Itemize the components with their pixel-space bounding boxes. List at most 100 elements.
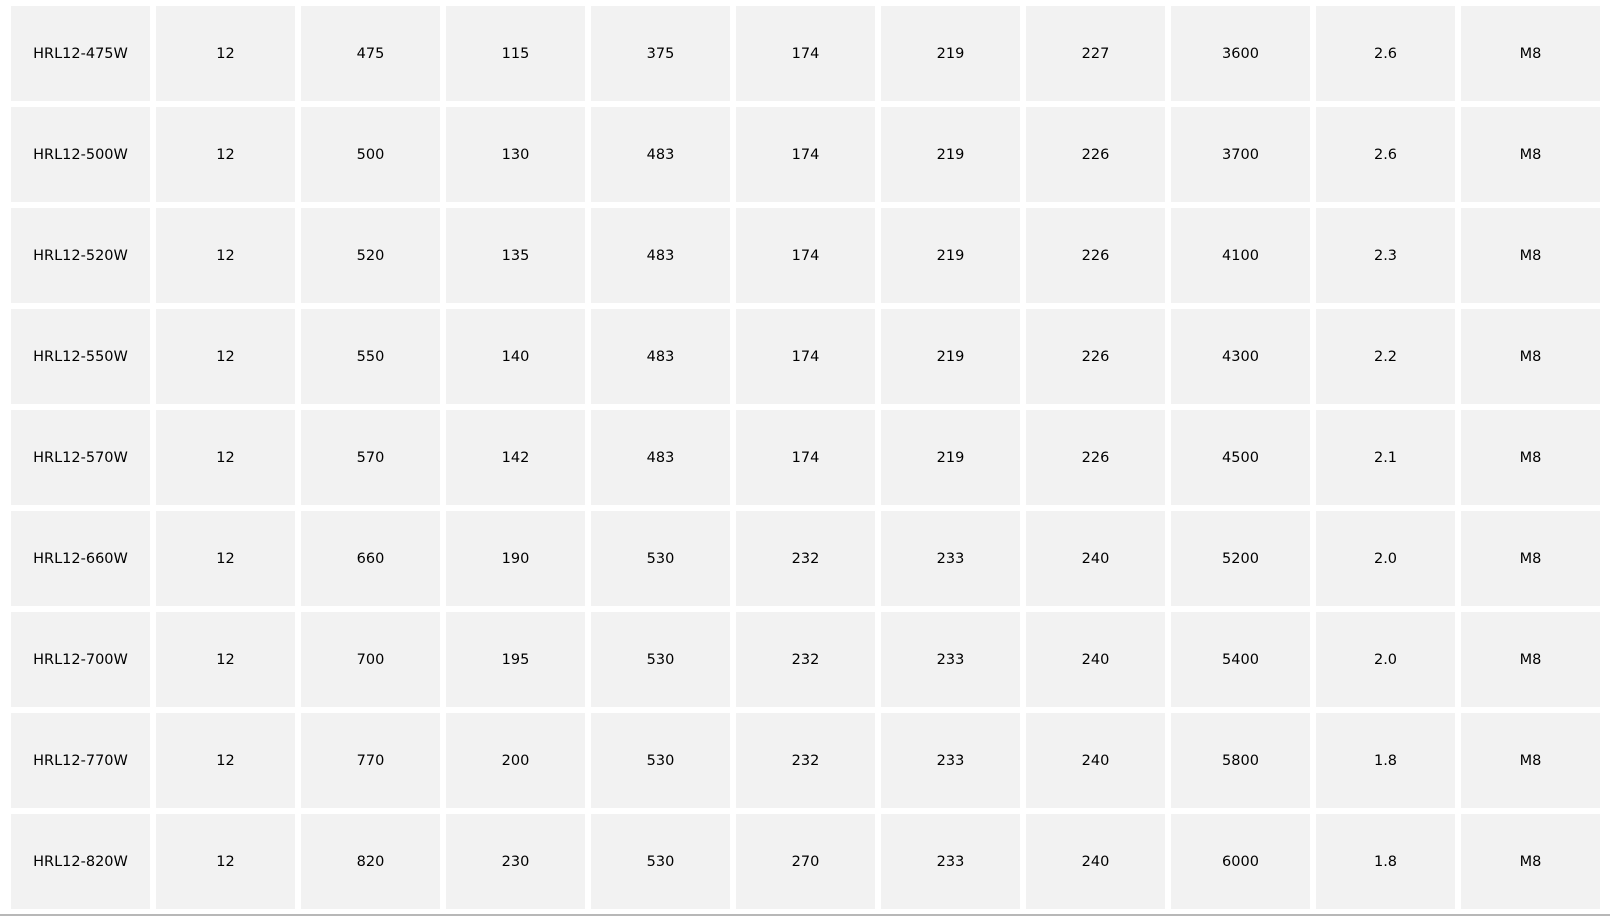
- table-row: HRL12-520W 12 520 135 483 174 219 226 4100 2.3 M8: [11, 208, 1600, 303]
- battery-spec-table: HRL12-475W 12 475 115 375 174 219 227 3600 2.6 M8 H…: [5, 0, 1606, 915]
- table-row: HRL12-660W 12 660 190 530 232 233 240 5200 2.0 M8: [11, 511, 1600, 606]
- table-row: HRL12-770W 12 770 200 530 232 233 240 5800 1.8 M8: [11, 713, 1600, 808]
- table-cell: M8: [1461, 511, 1600, 606]
- table-cell: 219: [881, 309, 1020, 404]
- table-cell: 12: [156, 511, 295, 606]
- table-cell: 233: [881, 814, 1020, 909]
- table-row: HRL12-570W 12 570 142 483 174 219 226 4500 2.1 M8: [11, 410, 1600, 505]
- table-cell: 530: [591, 814, 730, 909]
- table-cell: 6000: [1171, 814, 1310, 909]
- table-cell: 1.8: [1316, 713, 1455, 808]
- table-cell: 660: [301, 511, 440, 606]
- table-cell: 232: [736, 511, 875, 606]
- table-cell: 570: [301, 410, 440, 505]
- model-cell: HRL12-475W: [11, 6, 150, 101]
- table-cell: 232: [736, 612, 875, 707]
- table-row: HRL12-500W 12 500 130 483 174 219 226 3700 2.6 M8: [11, 107, 1600, 202]
- table-cell: M8: [1461, 814, 1600, 909]
- table-cell: 5800: [1171, 713, 1310, 808]
- table-cell: 12: [156, 107, 295, 202]
- table-cell: 12: [156, 309, 295, 404]
- table-cell: 12: [156, 410, 295, 505]
- table-cell: 219: [881, 410, 1020, 505]
- table-cell: 2.6: [1316, 6, 1455, 101]
- table-cell: 483: [591, 107, 730, 202]
- table-cell: M8: [1461, 612, 1600, 707]
- table-row: HRL12-820W 12 820 230 530 270 233 240 6000 1.8 M8: [11, 814, 1600, 909]
- table-cell: 4500: [1171, 410, 1310, 505]
- table-cell: 226: [1026, 208, 1165, 303]
- table-cell: 233: [881, 713, 1020, 808]
- table-cell: 700: [301, 612, 440, 707]
- table-cell: 140: [446, 309, 585, 404]
- table-cell: 232: [736, 713, 875, 808]
- table-cell: 240: [1026, 612, 1165, 707]
- model-cell: HRL12-520W: [11, 208, 150, 303]
- table-cell: 3600: [1171, 6, 1310, 101]
- table-cell: 219: [881, 6, 1020, 101]
- table-cell: 12: [156, 814, 295, 909]
- table-cell: 475: [301, 6, 440, 101]
- table-cell: 820: [301, 814, 440, 909]
- model-cell: HRL12-820W: [11, 814, 150, 909]
- table-cell: 2.6: [1316, 107, 1455, 202]
- table-cell: 3700: [1171, 107, 1310, 202]
- table-cell: 1.8: [1316, 814, 1455, 909]
- model-cell: HRL12-550W: [11, 309, 150, 404]
- table-cell: 12: [156, 6, 295, 101]
- table-cell: 483: [591, 410, 730, 505]
- table-cell: 233: [881, 612, 1020, 707]
- table-cell: 174: [736, 309, 875, 404]
- table-cell: 2.1: [1316, 410, 1455, 505]
- table-cell: 226: [1026, 410, 1165, 505]
- table-cell: 233: [881, 511, 1020, 606]
- table-cell: 135: [446, 208, 585, 303]
- table-cell: 219: [881, 107, 1020, 202]
- table-cell: 174: [736, 208, 875, 303]
- table-cell: 12: [156, 208, 295, 303]
- table-cell: 226: [1026, 309, 1165, 404]
- table-row: HRL12-550W 12 550 140 483 174 219 226 4300 2.2 M8: [11, 309, 1600, 404]
- table-cell: 12: [156, 713, 295, 808]
- table-cell: 174: [736, 107, 875, 202]
- table-cell: 550: [301, 309, 440, 404]
- table-cell: 240: [1026, 814, 1165, 909]
- table-cell: 2.3: [1316, 208, 1455, 303]
- table-cell: M8: [1461, 713, 1600, 808]
- table-cell: 200: [446, 713, 585, 808]
- table-cell: 240: [1026, 713, 1165, 808]
- table-cell: 115: [446, 6, 585, 101]
- table-cell: M8: [1461, 410, 1600, 505]
- table-cell: 2.0: [1316, 612, 1455, 707]
- table-row: HRL12-700W 12 700 195 530 232 233 240 5400 2.0 M8: [11, 612, 1600, 707]
- table-cell: M8: [1461, 309, 1600, 404]
- table-cell: 195: [446, 612, 585, 707]
- table-cell: 2.2: [1316, 309, 1455, 404]
- model-cell: HRL12-770W: [11, 713, 150, 808]
- table-cell: 227: [1026, 6, 1165, 101]
- table-cell: 770: [301, 713, 440, 808]
- table-cell: 219: [881, 208, 1020, 303]
- divider: [0, 914, 1610, 916]
- table-cell: 375: [591, 6, 730, 101]
- table-cell: 226: [1026, 107, 1165, 202]
- table-cell: 130: [446, 107, 585, 202]
- table-cell: 5400: [1171, 612, 1310, 707]
- table-cell: 142: [446, 410, 585, 505]
- table-cell: 12: [156, 612, 295, 707]
- table-cell: 520: [301, 208, 440, 303]
- table-cell: 270: [736, 814, 875, 909]
- table-cell: 530: [591, 612, 730, 707]
- model-cell: HRL12-500W: [11, 107, 150, 202]
- table-cell: 2.0: [1316, 511, 1455, 606]
- table-cell: 174: [736, 6, 875, 101]
- table-cell: 190: [446, 511, 585, 606]
- model-cell: HRL12-660W: [11, 511, 150, 606]
- table-row: HRL12-475W 12 475 115 375 174 219 227 3600 2.6 M8: [11, 6, 1600, 101]
- table-cell: 530: [591, 511, 730, 606]
- table-cell: M8: [1461, 208, 1600, 303]
- table-cell: 230: [446, 814, 585, 909]
- table-cell: 530: [591, 713, 730, 808]
- model-cell: HRL12-570W: [11, 410, 150, 505]
- table-cell: 483: [591, 208, 730, 303]
